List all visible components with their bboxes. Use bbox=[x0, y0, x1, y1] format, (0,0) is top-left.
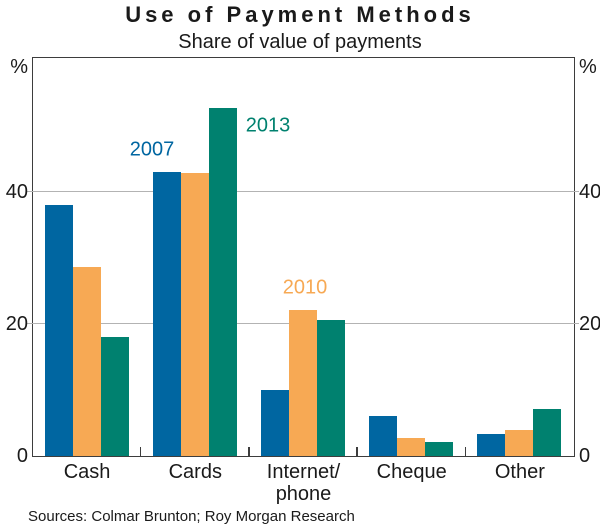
series-label-2010: 2010 bbox=[282, 276, 328, 299]
bar-2010-other bbox=[505, 429, 534, 456]
x-axis-tick bbox=[139, 446, 142, 456]
bar-2010-cheque bbox=[397, 437, 426, 456]
category-label-cheque: Cheque bbox=[376, 461, 447, 483]
bar-2007-internet-phone bbox=[261, 389, 289, 456]
y-tick-label-left-20: 20 bbox=[5, 312, 28, 335]
x-axis-tick bbox=[464, 446, 467, 456]
y-axis-unit-right: % bbox=[579, 56, 597, 78]
series-label-2013: 2013 bbox=[245, 114, 291, 137]
bar-2010-cards bbox=[180, 173, 209, 456]
bar-2013-cheque bbox=[425, 442, 454, 456]
bar-2007-cards bbox=[152, 171, 181, 456]
bar-2007-cheque bbox=[369, 415, 398, 456]
bar-2007-other bbox=[477, 434, 506, 456]
bar-2013-internet-phone bbox=[317, 320, 345, 456]
y-axis-unit-left: % bbox=[10, 56, 28, 78]
chart-title: Use of Payment Methods bbox=[125, 2, 475, 27]
gridline-40 bbox=[26, 190, 579, 192]
bar-2007-cash bbox=[44, 204, 73, 456]
source-note: Sources: Colmar Brunton; Roy Morgan Rese… bbox=[28, 508, 355, 525]
category-label-cards: Cards bbox=[168, 461, 222, 483]
bar-2013-other bbox=[533, 409, 562, 456]
category-label-cash: Cash bbox=[63, 461, 111, 483]
y-tick-label-left-40: 40 bbox=[5, 180, 28, 203]
x-axis-tick bbox=[356, 446, 358, 456]
y-tick-label-left-0: 0 bbox=[16, 445, 28, 467]
bar-2013-cards bbox=[208, 107, 237, 456]
chart-subtitle: Share of value of payments bbox=[178, 31, 422, 53]
y-tick-label-right-0: 0 bbox=[579, 445, 591, 467]
bar-2013-cash bbox=[100, 336, 129, 456]
plot-area bbox=[26, 56, 579, 457]
bar-2010-cash bbox=[72, 267, 101, 456]
category-label-internet-phone: Internet/ phone bbox=[266, 461, 341, 505]
y-tick-label-right-40: 40 bbox=[579, 180, 600, 203]
y-tick-label-right-20: 20 bbox=[579, 312, 600, 335]
x-axis-tick bbox=[248, 446, 250, 456]
bar-2010-internet-phone bbox=[289, 310, 317, 456]
series-label-2007: 2007 bbox=[129, 138, 175, 161]
category-label-other: Other bbox=[494, 461, 545, 483]
